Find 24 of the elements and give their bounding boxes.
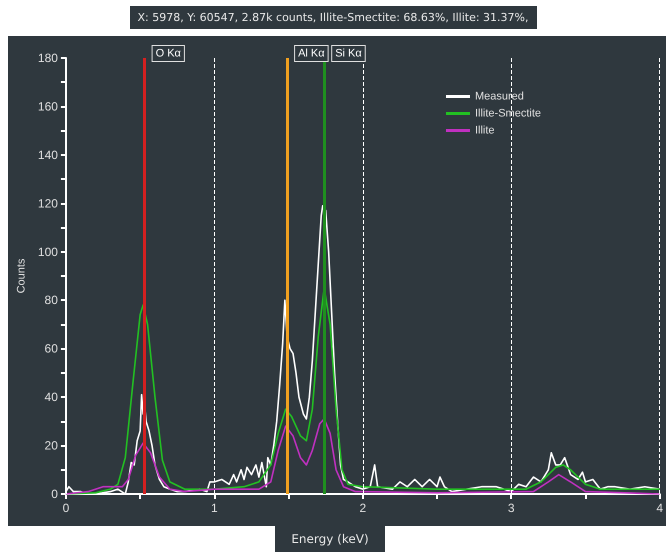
x-tick-label: 0 [62, 501, 70, 515]
text: X: 5978, Y: 60547, 2.87k counts, Illite-Smectite: 68.63%, Illite: 31.37%, [130, 6, 536, 29]
ref-line-label: Al Kα [298, 48, 326, 60]
y-tick-label: 120 [38, 196, 58, 210]
ref-line-label: Si Kα [335, 48, 362, 60]
y-tick-label: 140 [38, 148, 58, 162]
legend-label: Measured [474, 90, 524, 102]
y-tick-label: 180 [38, 51, 58, 65]
y-tick-label: 0 [51, 487, 58, 501]
x-tick-label: 2 [359, 501, 366, 515]
legend-label: Illite [474, 124, 495, 136]
ref-line-label: O Kα [156, 48, 182, 60]
y-tick-label: 40 [44, 390, 58, 404]
legend-label: Illite-Smectite [474, 108, 542, 120]
y-tick-label: 160 [38, 99, 58, 114]
y-axis-title: Counts [16, 258, 28, 294]
y-tick-label: 20 [44, 438, 58, 453]
y-tick-label: 60 [44, 342, 58, 356]
y-tick-label: 100 [38, 244, 58, 259]
x-axis-title: Energy (keV) [275, 526, 385, 552]
x-tick-label: 1 [211, 501, 218, 515]
x-tick-label: 3 [508, 501, 515, 515]
y-tick-label: 80 [44, 293, 58, 308]
x-tick-label: 4 [656, 501, 664, 515]
